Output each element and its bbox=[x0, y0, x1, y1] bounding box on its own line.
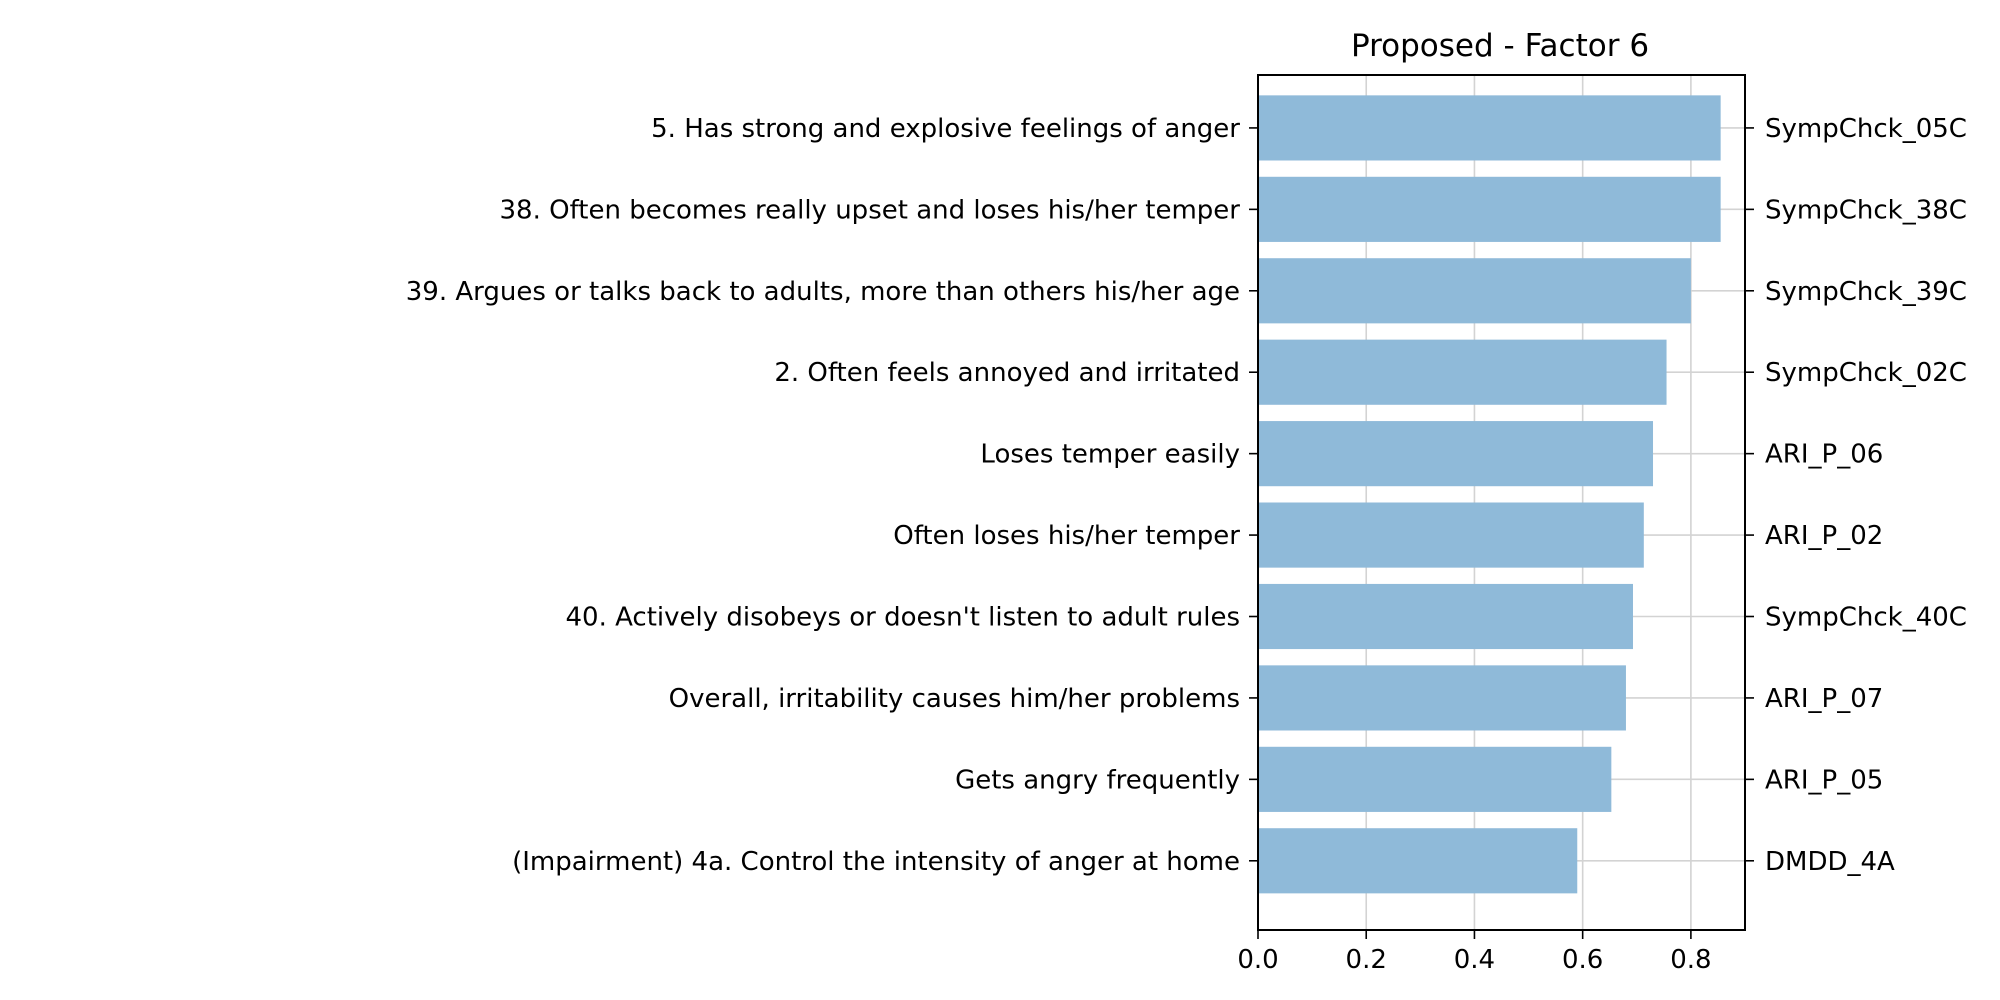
bar bbox=[1258, 665, 1626, 731]
plot-frame bbox=[1257, 74, 1746, 931]
item-code-label: ARI_P_07 bbox=[1765, 684, 1883, 714]
item-code-label: SympChck_39C bbox=[1765, 277, 1967, 307]
item-code-label: ARI_P_06 bbox=[1765, 440, 1883, 470]
category-label: Gets angry frequently bbox=[955, 765, 1240, 795]
bars bbox=[1258, 95, 1721, 894]
item-code-label: DMDD_4A bbox=[1765, 847, 1895, 877]
category-label: (Impairment) 4a. Control the intensity o… bbox=[512, 847, 1240, 877]
category-label: Loses temper easily bbox=[980, 440, 1240, 470]
bar bbox=[1258, 176, 1721, 242]
x-tick-label: 0.8 bbox=[1670, 945, 1711, 975]
item-code-label: SympChck_38C bbox=[1765, 195, 1967, 225]
category-label: 2. Often feels annoyed and irritated bbox=[774, 358, 1240, 388]
x-axis: 0.0 0.2 0.4 0.6 0.8 bbox=[1237, 930, 1712, 975]
category-label: 5. Has strong and explosive feelings of … bbox=[651, 114, 1240, 144]
item-code-label: ARI_P_05 bbox=[1765, 765, 1883, 795]
category-label: Overall, irritability causes him/her pro… bbox=[669, 684, 1240, 714]
bar bbox=[1258, 828, 1578, 894]
x-tick-label: 0.4 bbox=[1454, 945, 1495, 975]
bar bbox=[1258, 583, 1633, 650]
x-tick-label: 0.6 bbox=[1562, 945, 1603, 975]
bar bbox=[1258, 502, 1644, 568]
item-code-label: SympChck_02C bbox=[1765, 358, 1967, 388]
item-code-label: SympChck_40C bbox=[1765, 603, 1967, 633]
bar bbox=[1258, 421, 1654, 487]
y-axis-right: SympChck_05C SympChck_38C SympChck_39C Symp… bbox=[1745, 114, 1967, 877]
bar bbox=[1258, 746, 1612, 812]
item-code-label: ARI_P_02 bbox=[1765, 521, 1883, 551]
y-axis-left: 5. Has strong and explosive feelings of … bbox=[406, 114, 1258, 877]
bar bbox=[1258, 339, 1667, 405]
category-label: Often loses his/her temper bbox=[893, 521, 1240, 551]
bar bbox=[1258, 95, 1721, 161]
item-code-label: SympChck_05C bbox=[1765, 114, 1967, 144]
chart-title: Proposed - Factor 6 bbox=[1351, 28, 1649, 64]
category-label: 40. Actively disobeys or doesn't listen … bbox=[565, 603, 1240, 633]
category-label: 39. Argues or talks back to adults, more… bbox=[406, 277, 1240, 307]
x-tick-label: 0.0 bbox=[1237, 945, 1278, 975]
x-tick-label: 0.2 bbox=[1346, 945, 1387, 975]
category-label: 38. Often becomes really upset and loses… bbox=[500, 195, 1241, 225]
bar bbox=[1258, 258, 1691, 324]
